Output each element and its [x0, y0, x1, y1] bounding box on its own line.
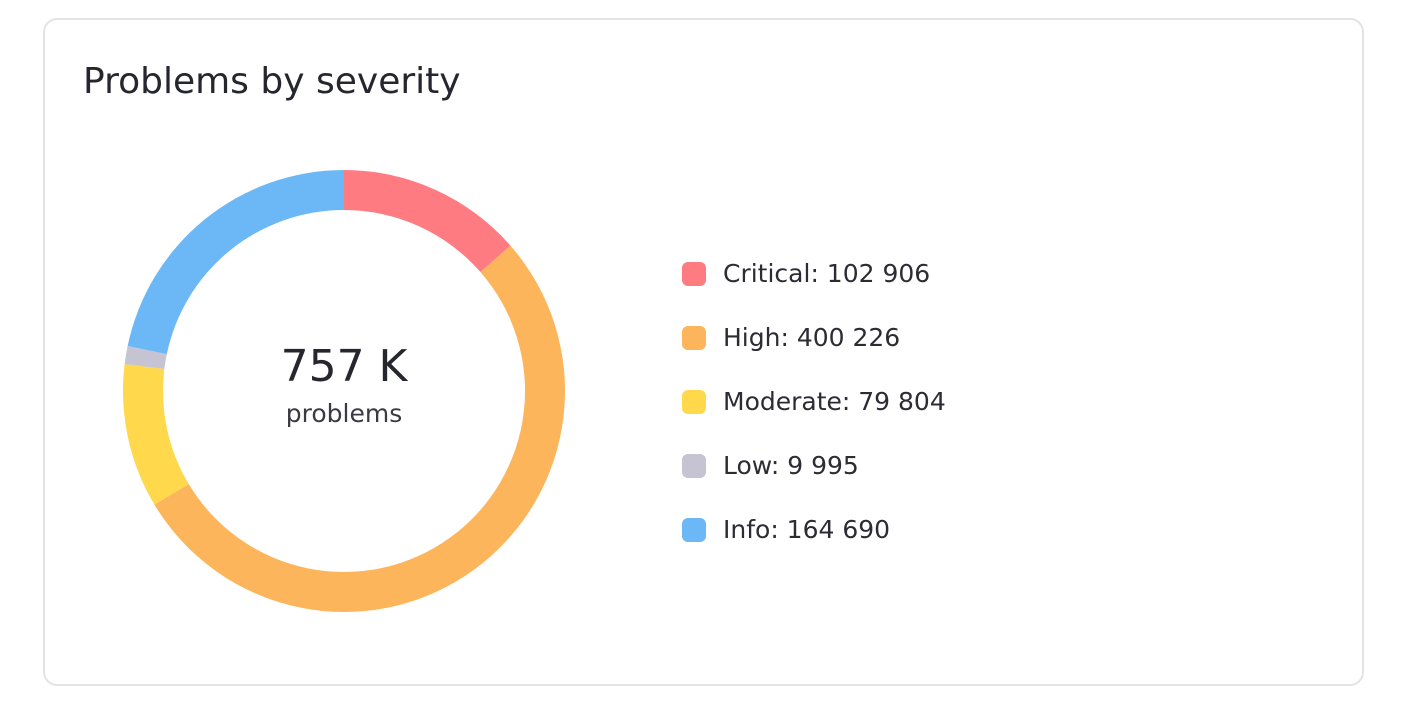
legend-item-high[interactable]: High: 400 226	[682, 306, 946, 370]
donut-slice-info[interactable]	[127, 170, 345, 355]
donut-slice-high[interactable]	[154, 245, 565, 612]
card-title: Problems by severity	[83, 61, 461, 102]
donut-slice-low[interactable]	[124, 346, 167, 369]
legend-label-critical: Critical: 102 906	[723, 259, 931, 288]
legend-swatch-moderate	[682, 390, 706, 414]
legend-swatch-low	[682, 454, 706, 478]
legend-item-info[interactable]: Info: 164 690	[682, 498, 946, 562]
total-problems-value: 757 K	[280, 341, 408, 392]
legend-label-moderate: Moderate: 79 804	[723, 387, 946, 416]
legend-label-info: Info: 164 690	[723, 515, 891, 544]
legend-label-high: High: 400 226	[723, 323, 901, 352]
legend-label-low: Low: 9 995	[723, 451, 859, 480]
chart-legend: Critical: 102 906 High: 400 226 Moderate: …	[682, 242, 946, 562]
legend-swatch-info	[682, 518, 706, 542]
total-problems-label: problems	[285, 399, 403, 428]
legend-item-low[interactable]: Low: 9 995	[682, 434, 946, 498]
problems-by-severity-card: Problems by severity 757 K problems Crit…	[43, 18, 1364, 686]
legend-item-moderate[interactable]: Moderate: 79 804	[682, 370, 946, 434]
donut-chart-svg	[122, 170, 565, 612]
legend-item-critical[interactable]: Critical: 102 906	[682, 242, 946, 306]
donut-slice-critical[interactable]	[344, 170, 511, 273]
donut-chart: 757 K problems	[122, 169, 566, 613]
legend-swatch-critical	[682, 262, 706, 286]
legend-swatch-high	[682, 326, 706, 350]
donut-slice-moderate[interactable]	[122, 364, 189, 505]
